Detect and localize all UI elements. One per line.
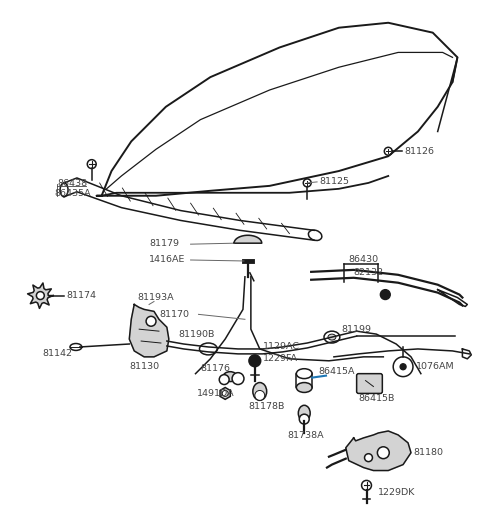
Text: 86438: 86438 (57, 179, 87, 189)
Ellipse shape (253, 383, 267, 400)
Text: 1416AE: 1416AE (149, 255, 185, 265)
Ellipse shape (255, 391, 264, 400)
Circle shape (400, 364, 406, 370)
Text: 81179: 81179 (149, 239, 179, 248)
Text: 1129AC: 1129AC (263, 342, 300, 352)
Ellipse shape (296, 369, 312, 379)
Text: 81125: 81125 (319, 177, 349, 186)
Circle shape (380, 290, 390, 299)
Circle shape (232, 372, 244, 384)
Circle shape (364, 454, 372, 462)
Text: 82132: 82132 (354, 268, 384, 277)
Ellipse shape (60, 183, 68, 197)
Text: 81190B: 81190B (179, 329, 215, 339)
Circle shape (222, 391, 228, 396)
Text: 81199: 81199 (342, 325, 372, 334)
Polygon shape (28, 283, 53, 308)
Ellipse shape (70, 343, 82, 351)
Text: 81178B: 81178B (248, 402, 284, 411)
Text: 81142: 81142 (42, 349, 72, 358)
Ellipse shape (303, 179, 311, 187)
Text: 86435A: 86435A (54, 189, 91, 198)
Text: 81180: 81180 (413, 448, 443, 457)
Text: 81170: 81170 (159, 310, 189, 319)
Polygon shape (346, 431, 411, 470)
Text: 81130: 81130 (129, 362, 159, 371)
Ellipse shape (296, 383, 312, 393)
Text: 81193A: 81193A (137, 293, 174, 302)
Polygon shape (462, 349, 471, 359)
Text: 81174: 81174 (66, 291, 96, 300)
Circle shape (219, 375, 229, 384)
Ellipse shape (324, 331, 340, 343)
Polygon shape (234, 235, 262, 243)
Ellipse shape (223, 372, 237, 382)
Polygon shape (129, 305, 169, 357)
Text: 86415A: 86415A (318, 367, 355, 376)
Ellipse shape (87, 160, 96, 168)
Ellipse shape (384, 147, 392, 155)
Ellipse shape (200, 343, 217, 355)
FancyBboxPatch shape (357, 373, 383, 394)
Ellipse shape (300, 414, 309, 424)
Text: 81738A: 81738A (288, 431, 324, 440)
Circle shape (146, 316, 156, 326)
Polygon shape (438, 290, 468, 307)
Circle shape (393, 357, 413, 377)
Text: 1229DK: 1229DK (378, 488, 416, 497)
Text: 86430: 86430 (349, 255, 379, 265)
Text: 1076AM: 1076AM (416, 362, 455, 371)
Ellipse shape (328, 334, 336, 340)
Text: 1491DA: 1491DA (196, 389, 234, 398)
Text: 1229FA: 1229FA (263, 354, 298, 363)
Text: 81176: 81176 (201, 364, 230, 373)
Text: 81126: 81126 (404, 147, 434, 156)
Ellipse shape (309, 230, 322, 240)
Circle shape (36, 292, 44, 299)
Circle shape (377, 447, 389, 458)
Ellipse shape (361, 480, 372, 491)
Circle shape (249, 355, 261, 367)
Ellipse shape (298, 405, 310, 421)
Text: 86415B: 86415B (359, 394, 395, 403)
